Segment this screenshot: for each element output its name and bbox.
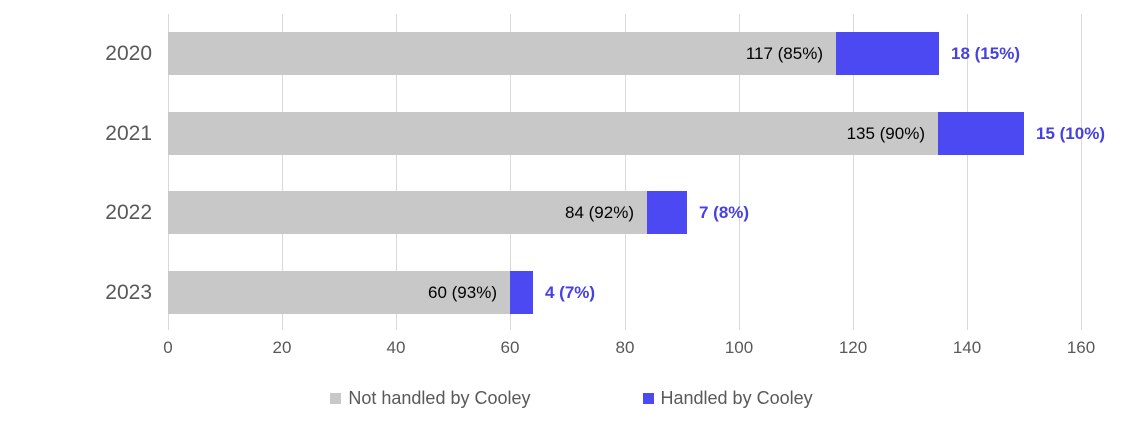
gridline-160: [1081, 14, 1082, 330]
bar-segment-handled-2020: [836, 32, 939, 75]
data-label-handled-2021: 15 (10%): [1036, 124, 1105, 143]
x-tick-60: 60: [500, 338, 520, 357]
x-tick-160: 160: [1066, 338, 1096, 357]
data-label-handled-2022: 7 (8%): [699, 203, 750, 222]
x-tick-140: 140: [952, 338, 982, 357]
x-tick-100: 100: [724, 338, 754, 357]
x-tick-0: 0: [163, 338, 173, 357]
bar-segment-not-handled-2023: [168, 271, 510, 314]
gridline-20: [282, 14, 283, 330]
category-label-2022: 2022: [105, 201, 152, 224]
bar-row-2020: 117 (85%) 18 (15%): [168, 32, 1081, 75]
data-label-handled-2020: 18 (15%): [951, 44, 1020, 63]
bar-segment-not-handled-2020: [168, 32, 836, 75]
gridline-100: [739, 14, 740, 330]
x-tick-80: 80: [615, 338, 635, 357]
bar-row-2022: 84 (92%) 7 (8%): [168, 191, 1081, 234]
plot-area: 117 (85%) 18 (15%) 135 (90%) 15 (10%) 84 (92…: [168, 14, 1105, 330]
data-label-handled-2023: 4 (7%): [545, 283, 596, 302]
bar-segment-not-handled-2021: [168, 112, 938, 155]
data-label-not-handled-2023: 60 (93%): [428, 283, 497, 302]
gridline-60: [510, 14, 511, 330]
gridline-80: [625, 14, 626, 330]
data-label-not-handled-2022: 84 (92%): [565, 203, 634, 222]
gridline-40: [396, 14, 397, 330]
category-label-2021: 2021: [105, 122, 152, 145]
legend-label-not-handled: Not handled by Cooley: [348, 388, 531, 408]
bar-segment-handled-2021: [938, 112, 1024, 155]
data-label-not-handled-2021: 135 (90%): [846, 124, 925, 143]
bar-segment-not-handled-2022: [168, 191, 647, 234]
legend-label-handled: Handled by Cooley: [660, 388, 813, 408]
x-tick-40: 40: [386, 338, 406, 357]
legend-swatch-handled: [642, 393, 654, 404]
bar-row-2023: 60 (93%) 4 (7%): [168, 271, 1081, 314]
legend-item-handled: Handled by Cooley: [642, 388, 813, 409]
bar-row-2021: 135 (90%) 15 (10%): [168, 112, 1105, 155]
gridline-140: [967, 14, 968, 330]
gridline-120: [853, 14, 854, 330]
x-tick-120: 120: [838, 338, 868, 357]
legend-swatch-not-handled: [330, 393, 342, 404]
legend: Not handled by Cooley Handled by Cooley: [0, 388, 1143, 409]
legend-item-not-handled: Not handled by Cooley: [330, 388, 531, 409]
data-label-not-handled-2020: 117 (85%): [745, 44, 823, 63]
category-label-2023: 2023: [105, 281, 152, 304]
gridline-0: [168, 14, 169, 330]
bar-segment-handled-2022: [647, 191, 687, 234]
x-tick-20: 20: [272, 338, 292, 357]
category-label-2020: 2020: [105, 42, 152, 65]
bar-segment-handled-2023: [510, 271, 533, 314]
